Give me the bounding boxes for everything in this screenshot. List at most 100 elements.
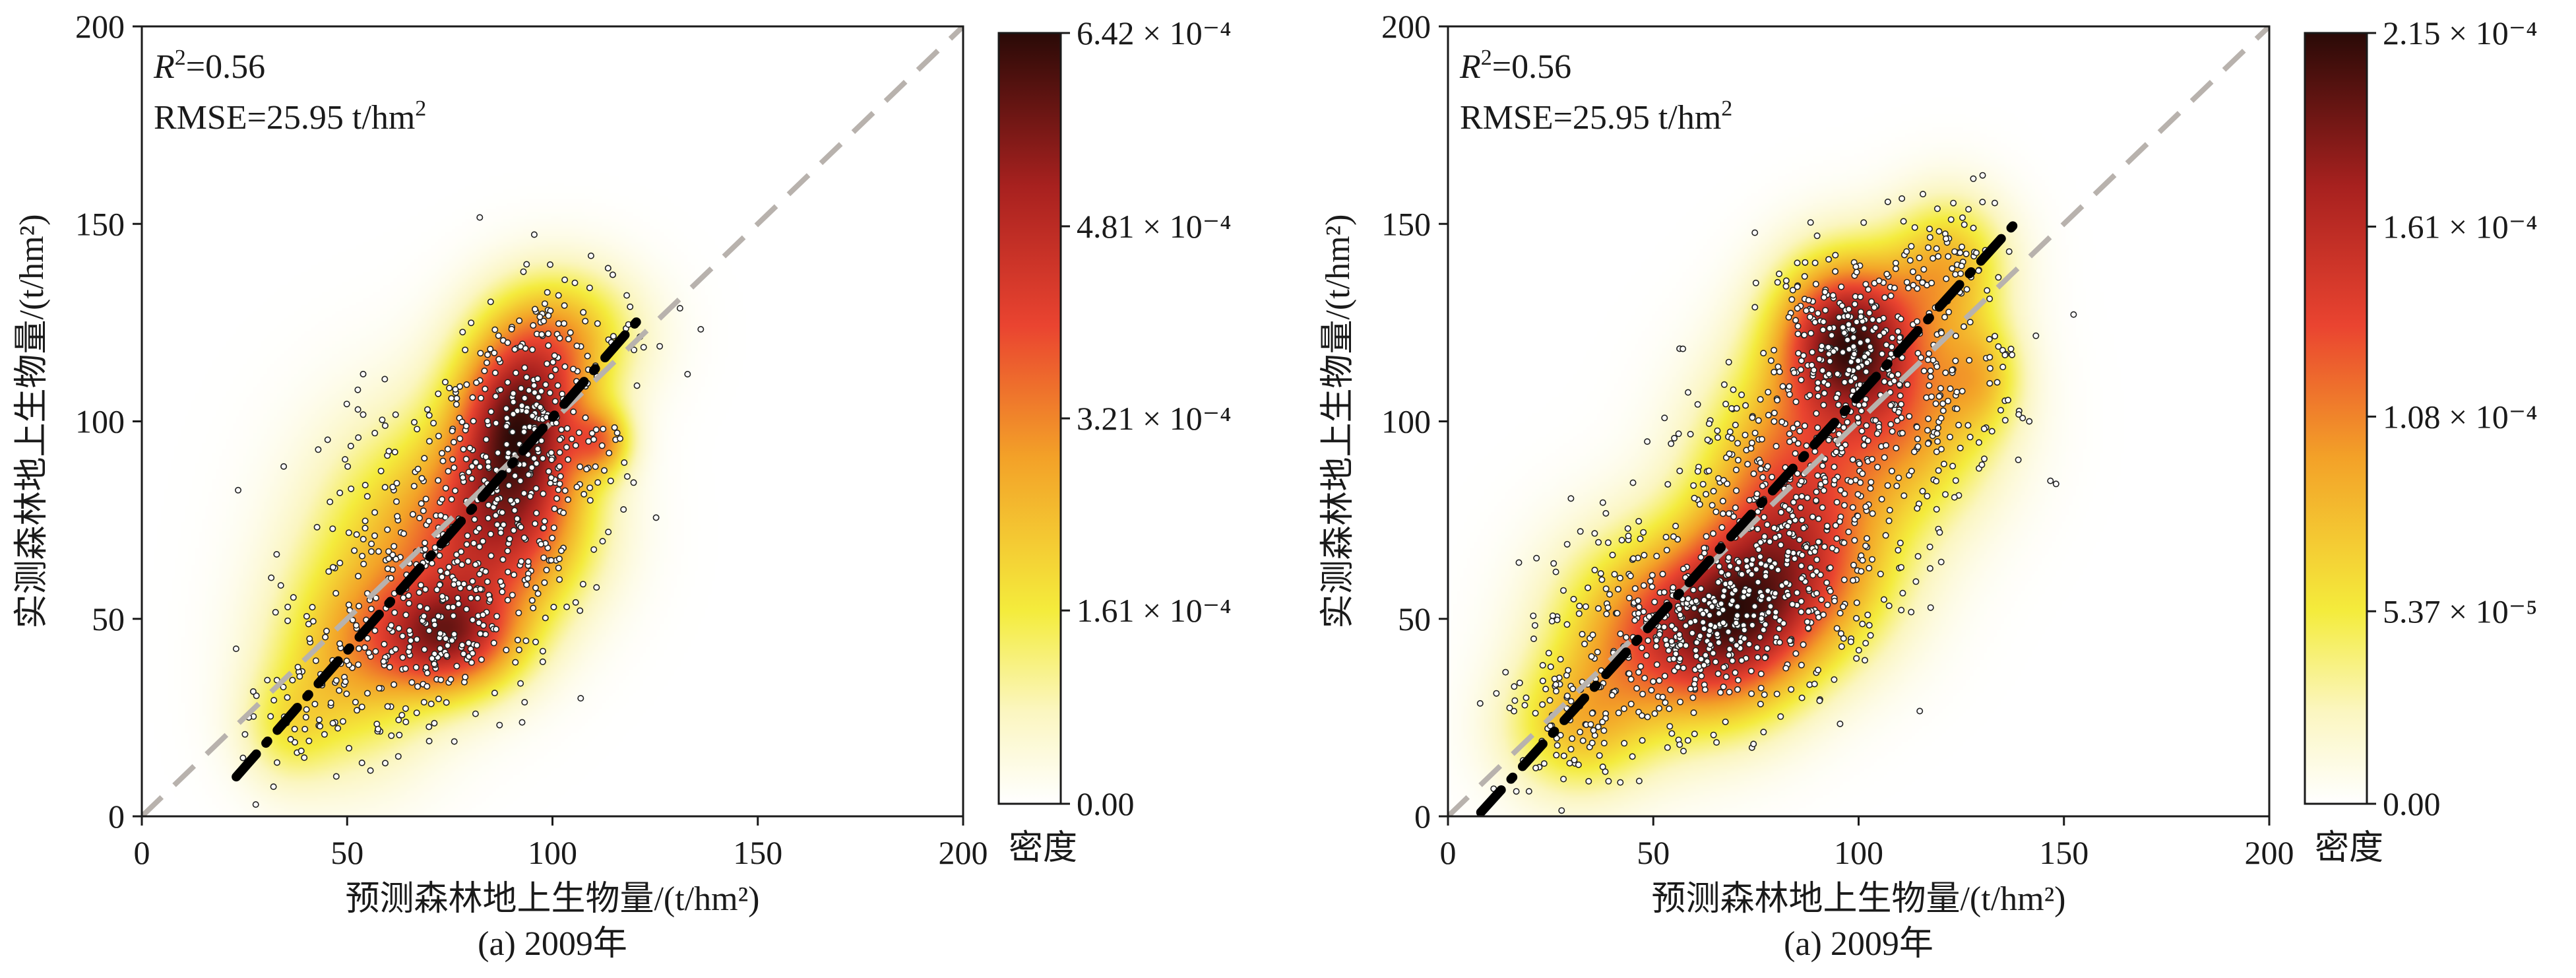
scatter-point <box>561 302 568 309</box>
scatter-point <box>503 414 511 422</box>
scatter-point <box>1553 752 1560 759</box>
scatter-point <box>1763 521 1771 528</box>
x-tick-label: 100 <box>1834 834 1883 871</box>
scatter-point <box>509 591 516 599</box>
scatter-point <box>1765 411 1772 418</box>
scatter-point <box>1764 645 1771 652</box>
scatter-point <box>462 346 469 354</box>
scatter-point <box>1850 334 1857 341</box>
scatter-point <box>1640 529 1647 536</box>
scatter-point <box>1824 381 1831 388</box>
scatter-point <box>1670 655 1678 663</box>
scatter-point <box>518 719 526 726</box>
scatter-point <box>1720 664 1728 671</box>
scatter-point <box>1906 257 1914 264</box>
scatter-point <box>565 496 572 504</box>
scatter-point <box>1772 534 1779 541</box>
scatter-point <box>1888 343 1895 350</box>
scatter-point <box>1569 685 1577 692</box>
scatter-point <box>1798 478 1805 485</box>
scatter-point <box>1824 601 1831 608</box>
scatter-point <box>1927 604 1934 611</box>
scatter-point <box>1579 737 1586 744</box>
scatter-point <box>389 483 396 490</box>
scatter-point <box>1830 348 1837 355</box>
scatter-point <box>1589 631 1596 638</box>
scatter-point <box>305 737 313 744</box>
scatter-point <box>1891 284 1898 292</box>
scatter-point <box>381 422 389 429</box>
scatter-point <box>1766 538 1773 545</box>
scatter-point <box>367 605 375 612</box>
scatter-point <box>1693 597 1700 604</box>
scatter-point <box>1953 405 1961 412</box>
scatter-point <box>1805 585 1812 593</box>
scatter-point <box>1798 608 1805 616</box>
scatter-point <box>1798 366 1805 374</box>
scatter-point <box>323 628 330 635</box>
y-tick-label: 200 <box>75 8 125 45</box>
scatter-point <box>1854 491 1862 498</box>
scatter-point <box>1665 647 1672 654</box>
scatter-point <box>1885 602 1893 609</box>
scatter-point <box>1765 595 1773 603</box>
scatter-point <box>1939 407 1947 414</box>
scatter-point <box>372 595 379 602</box>
scatter-point <box>2015 410 2023 418</box>
scatter-point <box>1608 692 1616 699</box>
scatter-point <box>536 404 544 411</box>
scatter-point <box>457 548 464 555</box>
scatter-point <box>1641 552 1648 559</box>
scatter-point <box>1862 368 1869 375</box>
x-axis-label: 预测森林地上生物量/(t/hm²) <box>1651 880 2065 918</box>
scatter-point <box>1959 214 1966 221</box>
scatter-point <box>1668 622 1676 630</box>
r2-annotation: R2=0.56 <box>153 46 265 86</box>
scatter-point <box>277 582 284 589</box>
scatter-point <box>1745 641 1753 648</box>
scatter-point <box>630 479 637 486</box>
scatter-point <box>1808 362 1815 369</box>
scatter-point <box>1856 402 1863 409</box>
scatter-point <box>522 637 530 644</box>
scatter-point <box>1760 729 1767 736</box>
scatter-point <box>1753 566 1760 573</box>
scatter-point <box>1789 512 1796 519</box>
scatter-point <box>1798 517 1806 524</box>
scatter-point <box>1706 612 1713 619</box>
scatter-point <box>518 558 525 565</box>
scatter-point <box>1871 304 1878 311</box>
y-tick-label: 150 <box>1381 205 1431 242</box>
scatter-point <box>1914 505 1921 512</box>
scatter-point <box>528 412 536 420</box>
scatter-point <box>458 561 466 568</box>
colorbar-tick-label: 3.21 × 10⁻⁴ <box>1077 400 1232 437</box>
scatter-point <box>1786 438 1793 445</box>
scatter-point <box>1853 599 1860 606</box>
scatter-point <box>1558 807 1565 814</box>
scatter-point <box>523 581 530 588</box>
scatter-point <box>1713 739 1720 746</box>
scatter-point <box>1757 396 1764 403</box>
scatter-point <box>1662 533 1670 540</box>
scatter-point <box>474 595 481 602</box>
scatter-point <box>581 490 588 498</box>
scatter-point <box>1720 587 1728 595</box>
scatter-point <box>1798 493 1806 500</box>
scatter-point <box>1755 546 1762 553</box>
scatter-point <box>381 760 389 767</box>
scatter-point <box>1856 460 1863 467</box>
scatter-point <box>1639 737 1646 744</box>
scatter-point <box>1625 670 1633 677</box>
scatter-point <box>1823 522 1831 529</box>
scatter-point <box>554 382 561 389</box>
scatter-point <box>1862 395 1869 403</box>
scatter-point <box>1720 619 1727 626</box>
scatter-point <box>1570 595 1577 603</box>
scatter-point <box>594 320 601 327</box>
scatter-point <box>1827 587 1834 595</box>
scatter-point <box>1638 644 1645 651</box>
scatter-point <box>586 284 593 292</box>
scatter-point <box>1786 637 1794 644</box>
